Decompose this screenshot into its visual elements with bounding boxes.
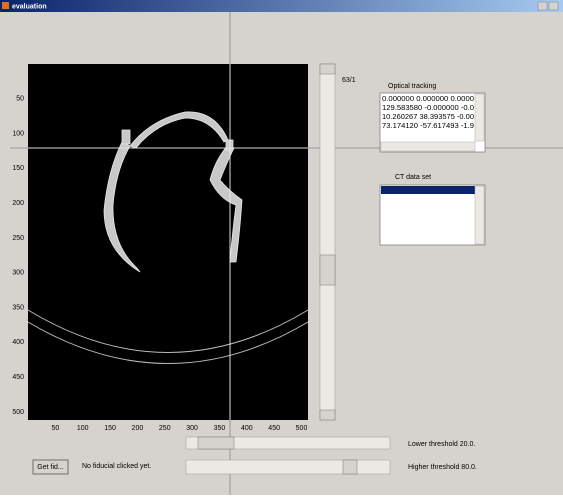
ct-table-arc [27, 321, 309, 364]
close-button[interactable] [548, 1, 559, 11]
y-tick-label: 200 [12, 200, 24, 207]
lower-threshold-label: Lower threshold 20.0. [408, 441, 475, 448]
app-icon [2, 2, 9, 9]
ct-data-set-label: CT data set [395, 174, 431, 181]
y-tick-label: 250 [12, 235, 24, 242]
x-tick-label: 350 [214, 425, 226, 432]
x-tick-label: 450 [268, 425, 280, 432]
higher-threshold-slider[interactable] [185, 459, 391, 475]
y-tick-label: 400 [12, 339, 24, 346]
x-tick-label: 150 [104, 425, 116, 432]
x-tick-label: 50 [51, 425, 59, 432]
slider-up-arrow[interactable] [319, 63, 336, 75]
window-title: evaluation [12, 3, 47, 10]
lower-threshold-slider[interactable] [185, 436, 391, 450]
y-tick-label: 300 [12, 270, 24, 277]
listbox-selection[interactable] [381, 186, 475, 194]
y-tick-label: 100 [12, 130, 24, 137]
listbox-vscroll[interactable] [474, 93, 485, 142]
slice-slider[interactable] [319, 63, 336, 421]
ct-data-set-listbox[interactable] [379, 184, 486, 246]
slice-label: 63/1 [342, 77, 356, 84]
get-fid-button-label[interactable]: Get fid... [37, 464, 64, 471]
slider-thumb[interactable] [342, 459, 358, 475]
optical-tracking-row: 10.260267 38.393575 -0.00 [382, 112, 474, 121]
x-tick-label: 250 [159, 425, 171, 432]
x-tick-label: 100 [77, 425, 89, 432]
y-tick-label: 150 [12, 165, 24, 172]
x-tick-label: 500 [296, 425, 308, 432]
skull [103, 111, 243, 273]
optical-tracking-label: Optical tracking [388, 83, 436, 90]
y-tick-label: 350 [12, 304, 24, 311]
ct-table-arc [27, 309, 309, 353]
listbox-vscroll[interactable] [474, 185, 485, 245]
x-tick-label: 200 [132, 425, 144, 432]
status-text: No fiducial clicked yet. [82, 463, 151, 470]
optical-tracking-row: 129.583580 -0.000000 -0.0 [382, 103, 474, 112]
x-tick-label: 300 [186, 425, 198, 432]
y-tick-label: 50 [16, 96, 24, 103]
higher-threshold-label: Higher threshold 80.0. [408, 464, 477, 471]
y-tick-label: 450 [12, 374, 24, 381]
title-bar [0, 0, 563, 12]
minimize-button[interactable] [537, 1, 548, 11]
slider-thumb[interactable] [197, 436, 235, 450]
get-fid-button[interactable] [32, 459, 69, 475]
y-tick-label: 500 [12, 409, 24, 416]
slider-thumb[interactable] [319, 254, 336, 286]
x-tick-label: 400 [241, 425, 253, 432]
optical-tracking-row: 73.174120 -57.617493 -1.9 [382, 121, 474, 130]
slider-down-arrow[interactable] [319, 409, 336, 421]
listbox-hscroll[interactable] [380, 141, 476, 152]
optical-tracking-row: 0.000000 0.000000 0.0000 [382, 94, 474, 103]
